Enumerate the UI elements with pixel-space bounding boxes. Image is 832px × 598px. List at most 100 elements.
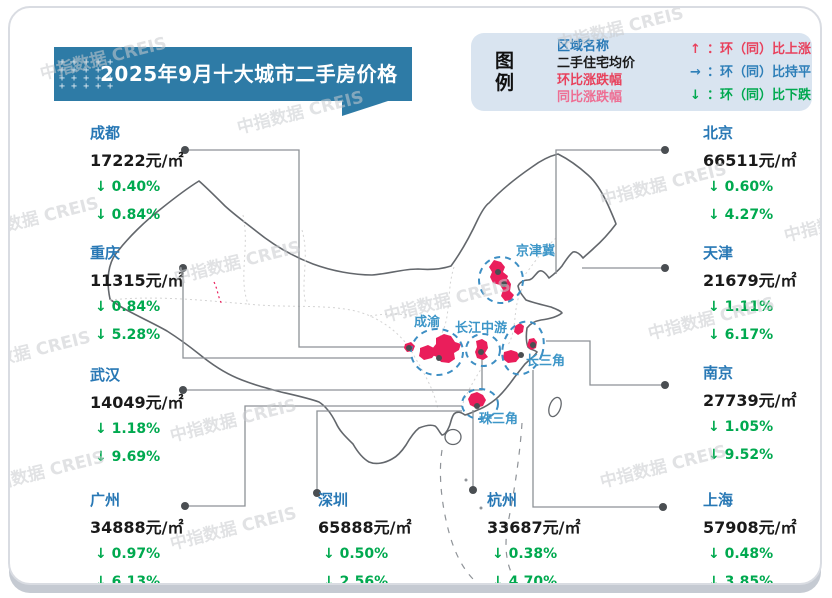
city-mom: ↓ 0.60%: [708, 179, 774, 195]
circle-changjiang: [465, 333, 501, 367]
down-arrow-icon: ↓: [690, 87, 701, 103]
leader-lines: [182, 149, 665, 508]
region-label-jingjinji: 京津冀: [516, 243, 555, 259]
blob-tianjin: [500, 279, 514, 301]
city-name: 天津: [703, 244, 734, 262]
city-name: 上海: [703, 491, 734, 509]
infographic-card: 京津冀 成渝 长江中游 长三角 珠三角 + + + + + + + + + + …: [8, 6, 822, 585]
city-name: 南京: [703, 364, 734, 382]
city-block-nanjing: 南京 27739元/㎡ ↓ 1.05% ↓ 9.52%: [703, 364, 820, 464]
taiwan-island: [548, 396, 562, 418]
city-price: 11315元/㎡: [90, 271, 184, 290]
legend-arrow-up: ↑ ：环（同）比上涨: [690, 38, 811, 61]
blob-pearl: [468, 392, 486, 408]
city-price: 65888元/㎡: [318, 518, 412, 537]
blob-west: [404, 342, 415, 352]
right-arrow-icon: →: [690, 64, 701, 80]
city-yoy: ↓ 2.56%: [323, 574, 389, 585]
page-title: 2025年9月十大城市二手房价格地图: [100, 62, 398, 140]
city-mom: ↓ 0.38%: [492, 546, 558, 562]
city-block-tianjin: 天津 21679元/㎡ ↓ 1.11% ↓ 6.17%: [703, 244, 820, 344]
city-yoy: ↓ 5.28%: [95, 327, 161, 343]
city-price: 33687元/㎡: [487, 518, 581, 537]
city-mom: ↓ 0.50%: [323, 546, 389, 562]
city-name: 重庆: [90, 244, 121, 262]
region-labels: 京津冀 成渝 长江中游 长三角 珠三角: [414, 243, 565, 427]
city-name: 杭州: [487, 491, 518, 509]
leader-shenzhen: [316, 410, 462, 493]
blob-beijing: [489, 260, 508, 285]
legend-field-yoy: 同比涨跌幅: [557, 90, 623, 105]
legend-title: 图例: [495, 50, 515, 94]
region-label-changsanjiao: 长三角: [526, 353, 565, 369]
plus-pattern-icon: + + + + + + + + + + + + + + + + + + + +: [59, 57, 114, 92]
watermark: 中指数据 CREIS: [8, 193, 101, 245]
region-circles: [410, 256, 545, 420]
city-price: 27739元/㎡: [703, 391, 797, 410]
city-block-guangzhou: 广州 34888元/㎡ ↓ 0.97% ↓ 6.13%: [90, 491, 250, 585]
watermark: 中指数据 CREIS: [382, 275, 513, 327]
up-arrow-icon: ↑: [690, 41, 701, 57]
city-mom: ↓ 0.40%: [95, 179, 161, 195]
city-name: 深圳: [318, 491, 349, 509]
city-yoy: ↓ 3.85%: [708, 574, 774, 585]
city-yoy: ↓ 6.17%: [708, 327, 774, 343]
legend-arrow-down: ↓ ：环（同）比下跌: [690, 84, 811, 107]
title-banner: + + + + + + + + + + + + + + + + + + + + …: [54, 47, 412, 140]
city-block-chengdu: 成都 17222元/㎡ ↓ 0.40% ↓ 0.84%: [90, 124, 250, 224]
city-block-wuhan: 武汉 14049元/㎡ ↓ 1.18% ↓ 9.69%: [90, 366, 250, 466]
city-yoy: ↓ 0.84%: [95, 207, 161, 223]
city-mom: ↓ 1.05%: [708, 419, 774, 435]
legend-field-mom: 环比涨跌幅: [557, 73, 623, 88]
blob-nanjing: [514, 323, 524, 335]
city-price: 17222元/㎡: [90, 151, 184, 170]
city-mom: ↓ 0.84%: [95, 299, 161, 315]
leader-beijing: [555, 149, 665, 274]
city-price: 14049元/㎡: [90, 393, 184, 412]
legend-box: 图例 区域名称 二手住宅均价 环比涨跌幅 同比涨跌幅 ↑ ：环（同）比上涨 → ：环…: [471, 33, 812, 111]
blob-chongqing: [432, 334, 461, 363]
region-label-zhusanjiao: 珠三角: [479, 411, 518, 427]
leader-nanjing: [546, 340, 665, 386]
city-yoy: ↓ 9.52%: [708, 447, 774, 463]
legend-arrow-flat: → ：环（同）比持平: [690, 61, 811, 84]
city-price: 21679元/㎡: [703, 271, 797, 290]
city-mom: ↓ 0.97%: [95, 546, 161, 562]
leader-shanghai: [532, 370, 663, 508]
blob-chengdu: [419, 345, 436, 360]
city-name: 武汉: [90, 366, 121, 384]
city-price: 34888元/㎡: [90, 518, 184, 537]
city-price: 57908元/㎡: [703, 518, 797, 537]
circle-changsanjiao: [501, 320, 545, 376]
city-block-chongqing: 重庆 11315元/㎡ ↓ 0.84% ↓ 5.28%: [90, 244, 250, 344]
highlight-regions: [404, 260, 537, 408]
watermark: 中指数据 CREIS: [8, 327, 93, 379]
city-name: 成都: [90, 124, 121, 142]
legend-field-region: 区域名称: [557, 39, 610, 54]
city-block-shenzhen: 深圳 65888元/㎡ ↓ 0.50% ↓ 2.56%: [318, 491, 478, 585]
blob-wuhan: [475, 339, 488, 360]
city-name: 广州: [90, 491, 121, 509]
city-yoy: ↓ 6.13%: [95, 574, 161, 585]
legend-arrows: ↑ ：环（同）比上涨 → ：环（同）比持平 ↓ ：环（同）比下跌: [690, 38, 811, 107]
map-dots: [179, 146, 669, 511]
legend-fields: 区域名称 二手住宅均价 环比涨跌幅 同比涨跌幅: [557, 38, 672, 106]
legend-field-price: 二手住宅均价: [557, 56, 636, 71]
circle-jingjinji: [478, 256, 524, 304]
city-block-hangzhou: 杭州 33687元/㎡ ↓ 0.38% ↓ 4.70%: [487, 491, 647, 583]
city-mom: ↓ 0.48%: [708, 546, 774, 562]
blob-hangzhou: [503, 350, 520, 363]
region-label-chengyu: 成渝: [414, 314, 441, 330]
city-name: 北京: [703, 124, 734, 142]
blob-shanghai: [527, 338, 537, 350]
city-yoy: ↓ 9.69%: [95, 449, 161, 465]
circle-zhusanjiao: [461, 388, 499, 420]
circle-chengyu: [410, 328, 464, 376]
city-block-shanghai: 上海 57908元/㎡ ↓ 0.48% ↓ 3.85%: [703, 491, 820, 585]
city-mom: ↓ 1.18%: [95, 421, 161, 437]
region-label-changjiang: 长江中游: [455, 320, 507, 336]
city-mom: ↓ 1.11%: [708, 299, 774, 315]
city-price: 66511元/㎡: [703, 151, 797, 170]
hainan-island: [444, 428, 462, 446]
